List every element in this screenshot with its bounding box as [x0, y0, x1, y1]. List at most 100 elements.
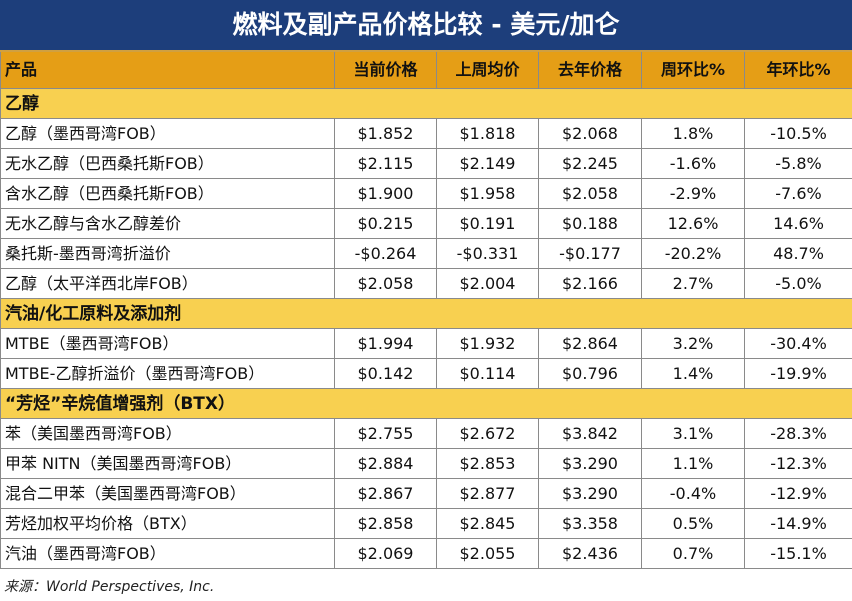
price-comparison-table: 产品 当前价格 上周均价 去年价格 周环比% 年环比% 乙醇 乙醇（墨西哥湾FOB… [0, 50, 852, 569]
table-row: 乙醇（太平洋西北岸FOB） $2.058 $2.004 $2.166 2.7% -5.0% [0, 268, 852, 299]
value-cell: -7.6% [744, 178, 852, 209]
value-cell: -14.9% [744, 508, 852, 539]
value-cell: $3.290 [538, 448, 642, 479]
value-cell: $2.867 [334, 478, 437, 509]
value-cell: $0.142 [334, 358, 437, 389]
value-cell: -$0.331 [436, 238, 539, 269]
value-cell: $0.215 [334, 208, 437, 239]
product-name-cell: 无水乙醇（巴西桑托斯FOB） [0, 148, 335, 179]
column-header-year-change: 年环比% [744, 50, 852, 89]
product-name-cell: MTBE-乙醇折溢价（墨西哥湾FOB） [0, 358, 335, 389]
product-name-cell: 含水乙醇（巴西桑托斯FOB） [0, 178, 335, 209]
value-cell: $1.900 [334, 178, 437, 209]
value-cell: $1.818 [436, 118, 539, 149]
column-header-last-year-price: 去年价格 [538, 50, 642, 89]
value-cell: $2.058 [334, 268, 437, 299]
value-cell: $3.290 [538, 478, 642, 509]
value-cell: $2.845 [436, 508, 539, 539]
value-cell: -2.9% [641, 178, 745, 209]
value-cell: -0.4% [641, 478, 745, 509]
value-cell: -10.5% [744, 118, 852, 149]
value-cell: $2.115 [334, 148, 437, 179]
value-cell: -12.9% [744, 478, 852, 509]
value-cell: -5.8% [744, 148, 852, 179]
value-cell: 12.6% [641, 208, 745, 239]
value-cell: $0.188 [538, 208, 642, 239]
column-header-current-price: 当前价格 [334, 50, 437, 89]
product-name-cell: 混合二甲苯（美国墨西哥湾FOB） [0, 478, 335, 509]
column-header-product: 产品 [0, 50, 335, 89]
table-row: MTBE（墨西哥湾FOB） $1.994 $1.932 $2.864 3.2% -30.4… [0, 328, 852, 359]
section-title: “芳烃”辛烷值增强剂（BTX） [0, 388, 852, 419]
value-cell: $2.055 [436, 538, 539, 569]
value-cell: $2.166 [538, 268, 642, 299]
value-cell: -28.3% [744, 418, 852, 449]
value-cell: 14.6% [744, 208, 852, 239]
table-row: 芳烃加权平均价格（BTX） $2.858 $2.845 $3.358 0.5% -14.9… [0, 508, 852, 539]
value-cell: $3.842 [538, 418, 642, 449]
value-cell: $0.114 [436, 358, 539, 389]
value-cell: $2.853 [436, 448, 539, 479]
value-cell: $2.149 [436, 148, 539, 179]
product-name-cell: 芳烃加权平均价格（BTX） [0, 508, 335, 539]
column-header-last-week-avg: 上周均价 [436, 50, 539, 89]
value-cell: $2.058 [538, 178, 642, 209]
table-row: 乙醇（墨西哥湾FOB） $1.852 $1.818 $2.068 1.8% -10.5% [0, 118, 852, 149]
section-row: “芳烃”辛烷值增强剂（BTX） [0, 388, 852, 419]
value-cell: $2.004 [436, 268, 539, 299]
value-cell: $2.858 [334, 508, 437, 539]
page-title: 燃料及副产品价格比较 - 美元/加仑 [0, 0, 852, 50]
table-header-row: 产品 当前价格 上周均价 去年价格 周环比% 年环比% [0, 50, 852, 89]
source-note: 来源：World Perspectives, Inc. [4, 579, 215, 595]
value-cell: 3.2% [641, 328, 745, 359]
value-cell: -$0.177 [538, 238, 642, 269]
value-cell: 3.1% [641, 418, 745, 449]
section-title: 汽油/化工原料及添加剂 [0, 298, 852, 329]
value-cell: -20.2% [641, 238, 745, 269]
product-name-cell: 乙醇（墨西哥湾FOB） [0, 118, 335, 149]
table-row: 甲苯 NITN（美国墨西哥湾FOB） $2.884 $2.853 $3.290 1.1%… [0, 448, 852, 479]
value-cell: $2.877 [436, 478, 539, 509]
value-cell: $2.672 [436, 418, 539, 449]
value-cell: $2.245 [538, 148, 642, 179]
value-cell: -12.3% [744, 448, 852, 479]
value-cell: $2.069 [334, 538, 437, 569]
value-cell: $1.994 [334, 328, 437, 359]
value-cell: $2.068 [538, 118, 642, 149]
value-cell: -15.1% [744, 538, 852, 569]
product-name-cell: 桑托斯-墨西哥湾折溢价 [0, 238, 335, 269]
value-cell: -5.0% [744, 268, 852, 299]
table-row: 无水乙醇（巴西桑托斯FOB） $2.115 $2.149 $2.245 -1.6% -5.… [0, 148, 852, 179]
value-cell: $2.884 [334, 448, 437, 479]
table-row: 含水乙醇（巴西桑托斯FOB） $1.900 $1.958 $2.058 -2.9% -7.… [0, 178, 852, 209]
value-cell: 48.7% [744, 238, 852, 269]
product-name-cell: 无水乙醇与含水乙醇差价 [0, 208, 335, 239]
value-cell: $2.436 [538, 538, 642, 569]
product-name-cell: 汽油（墨西哥湾FOB） [0, 538, 335, 569]
value-cell: $1.852 [334, 118, 437, 149]
column-header-week-change: 周环比% [641, 50, 745, 89]
value-cell: 2.7% [641, 268, 745, 299]
value-cell: 1.1% [641, 448, 745, 479]
value-cell: 0.7% [641, 538, 745, 569]
value-cell: $0.796 [538, 358, 642, 389]
value-cell: 1.8% [641, 118, 745, 149]
section-title: 乙醇 [0, 88, 852, 119]
table-row: 混合二甲苯（美国墨西哥湾FOB） $2.867 $2.877 $3.290 -0.4% -… [0, 478, 852, 509]
table-row: MTBE-乙醇折溢价（墨西哥湾FOB） $0.142 $0.114 $0.796 1.4… [0, 358, 852, 389]
table-row: 桑托斯-墨西哥湾折溢价 -$0.264 -$0.331 -$0.177 -20.2% 48… [0, 238, 852, 269]
product-name-cell: 甲苯 NITN（美国墨西哥湾FOB） [0, 448, 335, 479]
table-row: 无水乙醇与含水乙醇差价 $0.215 $0.191 $0.188 12.6% 14.6% [0, 208, 852, 239]
value-cell: $1.958 [436, 178, 539, 209]
value-cell: -1.6% [641, 148, 745, 179]
section-row: 汽油/化工原料及添加剂 [0, 298, 852, 329]
product-name-cell: 乙醇（太平洋西北岸FOB） [0, 268, 335, 299]
value-cell: 1.4% [641, 358, 745, 389]
value-cell: 0.5% [641, 508, 745, 539]
product-name-cell: MTBE（墨西哥湾FOB） [0, 328, 335, 359]
value-cell: $2.864 [538, 328, 642, 359]
section-row: 乙醇 [0, 88, 852, 119]
value-cell: $0.191 [436, 208, 539, 239]
table-row: 苯（美国墨西哥湾FOB） $2.755 $2.672 $3.842 3.1% -28.3% [0, 418, 852, 449]
value-cell: -30.4% [744, 328, 852, 359]
